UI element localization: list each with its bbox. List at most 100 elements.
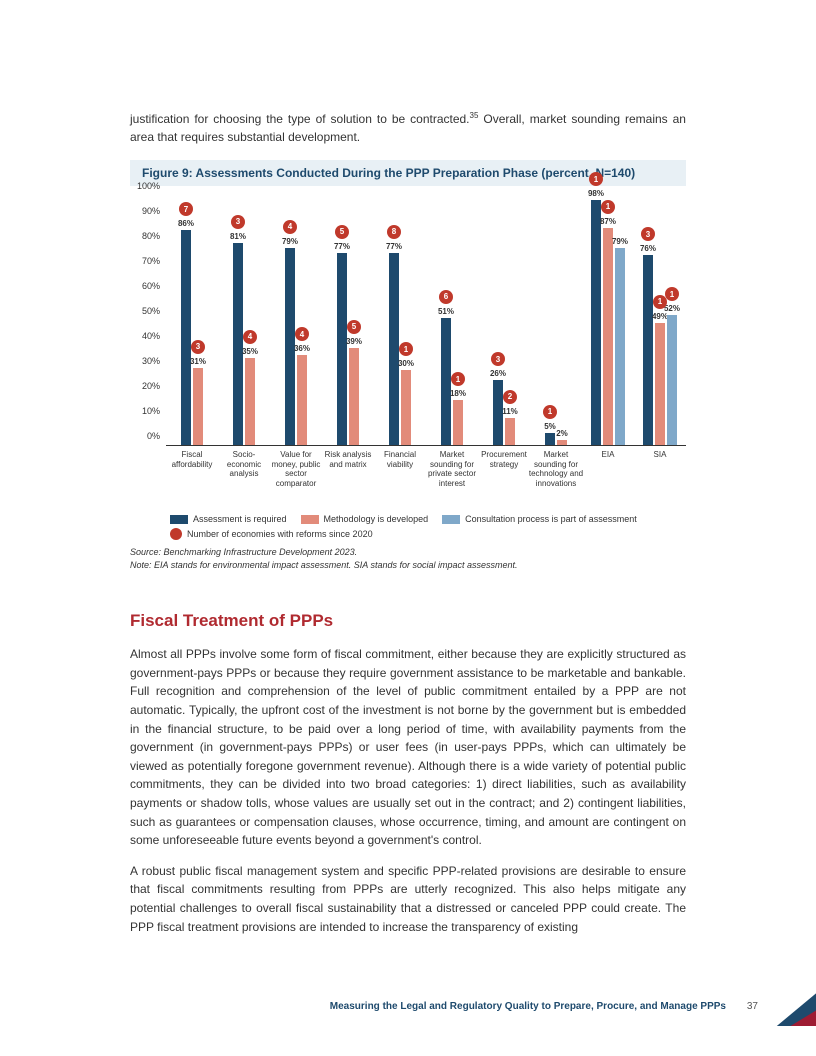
bar-methodology [655, 323, 665, 446]
bar-required [643, 255, 653, 445]
bar-methodology [297, 355, 307, 445]
x-label: Procurement strategy [476, 450, 532, 469]
legend-row-1: Assessment is required Methodology is de… [170, 514, 686, 524]
note-text: EIA stands for environmental impact asse… [154, 560, 518, 570]
swatch-badge [170, 528, 182, 540]
body-para-1: Almost all PPPs involve some form of fis… [130, 645, 686, 850]
bar-required [591, 200, 601, 445]
bar-methodology [505, 418, 515, 446]
bar-value: 35% [239, 347, 261, 356]
reform-badge: 1 [543, 405, 557, 419]
y-tick: 60% [142, 281, 160, 291]
reform-badge: 3 [191, 340, 205, 354]
bar-value: 39% [343, 337, 365, 346]
x-label: Financial viability [372, 450, 428, 469]
bar-methodology [557, 440, 567, 445]
bar-value: 86% [175, 219, 197, 228]
reform-badge: 6 [439, 290, 453, 304]
x-label: Fiscal affordability [164, 450, 220, 469]
legend-methodology: Methodology is developed [301, 514, 429, 524]
x-label: Market sounding for technology and innov… [528, 450, 584, 488]
bar-value: 79% [609, 237, 631, 246]
reform-badge: 1 [665, 287, 679, 301]
bar-methodology [245, 358, 255, 446]
bar-value: 18% [447, 389, 469, 398]
footer-title: Measuring the Legal and Regulatory Quali… [330, 1001, 726, 1012]
reform-badge: 3 [641, 227, 655, 241]
bar-value: 31% [187, 357, 209, 366]
x-label: Value for money, public sector comparato… [268, 450, 324, 488]
intro-before: justification for choosing the type of s… [130, 112, 470, 126]
x-label: EIA [580, 450, 636, 460]
bar-value: 2% [551, 429, 573, 438]
bar-methodology [453, 400, 463, 445]
reform-badge: 4 [295, 327, 309, 341]
reform-badge: 2 [503, 390, 517, 404]
reform-badge: 8 [387, 225, 401, 239]
bar-required [337, 253, 347, 446]
bar-required [181, 230, 191, 445]
y-tick: 10% [142, 406, 160, 416]
bar-value: 26% [487, 369, 509, 378]
y-tick: 40% [142, 331, 160, 341]
reform-badge: 1 [601, 200, 615, 214]
reform-badge: 4 [243, 330, 257, 344]
corner-decoration [756, 976, 816, 1026]
swatch-consultation [442, 515, 460, 524]
bar-consultation [615, 248, 625, 446]
reform-badge: 5 [347, 320, 361, 334]
reform-badge: 1 [399, 342, 413, 356]
bar-value: 77% [331, 242, 353, 251]
body-para-2: A robust public fiscal management system… [130, 862, 686, 936]
legend-required-label: Assessment is required [193, 514, 287, 524]
reform-badge: 1 [451, 372, 465, 386]
y-tick: 30% [142, 356, 160, 366]
bar-methodology [349, 348, 359, 446]
bar-value: 11% [499, 407, 521, 416]
footer: Measuring the Legal and Regulatory Quali… [0, 986, 816, 1026]
bar-value: 30% [395, 359, 417, 368]
x-label: Risk analysis and matrix [320, 450, 376, 469]
figure-title: Figure 9: Assessments Conducted During t… [130, 160, 686, 186]
bar-value: 81% [227, 232, 249, 241]
legend-methodology-label: Methodology is developed [324, 514, 429, 524]
chart: 0%10%20%30%40%50%60%70%80%90%100% 86%31%… [130, 196, 686, 506]
reform-badge: 3 [231, 215, 245, 229]
swatch-methodology [301, 515, 319, 524]
source-text: Benchmarking Infrastructure Development … [164, 547, 358, 557]
bar-methodology [401, 370, 411, 445]
x-label: SIA [632, 450, 688, 460]
reform-badge: 3 [491, 352, 505, 366]
y-tick: 20% [142, 381, 160, 391]
reform-badge: 4 [283, 220, 297, 234]
reform-badge: 7 [179, 202, 193, 216]
legend-consultation-label: Consultation process is part of assessme… [465, 514, 637, 524]
x-label: Socio-economic analysis [216, 450, 272, 479]
bar-value: 77% [383, 242, 405, 251]
y-tick: 70% [142, 256, 160, 266]
reform-badge: 5 [335, 225, 349, 239]
legend-consultation: Consultation process is part of assessme… [442, 514, 637, 524]
bar-required [233, 243, 243, 446]
section-heading: Fiscal Treatment of PPPs [130, 611, 686, 631]
bar-methodology [193, 368, 203, 446]
plot-area: 86% 31% 7 3 81% 35% 3 4 79% 36% 4 4 77% 39% 5 5 77% 30% 8 1… [166, 196, 686, 446]
bar-value: 36% [291, 344, 313, 353]
legend-row-2: Number of economies with reforms since 2… [170, 528, 686, 540]
bar-required [441, 318, 451, 446]
y-tick: 90% [142, 206, 160, 216]
bar-required [389, 253, 399, 446]
bar-consultation [667, 315, 677, 445]
x-label: Market sounding for private sector inter… [424, 450, 480, 488]
legend-badge-label: Number of economies with reforms since 2… [187, 529, 373, 539]
legend-required: Assessment is required [170, 514, 287, 524]
y-tick: 50% [142, 306, 160, 316]
legend-badge: Number of economies with reforms since 2… [170, 528, 373, 540]
bar-value: 98% [585, 189, 607, 198]
y-axis: 0%10%20%30%40%50%60%70%80%90%100% [130, 196, 164, 446]
bar-value: 87% [597, 217, 619, 226]
y-tick: 0% [147, 431, 160, 441]
bar-value: 79% [279, 237, 301, 246]
bar-value: 51% [435, 307, 457, 316]
reform-badge: 1 [589, 172, 603, 186]
